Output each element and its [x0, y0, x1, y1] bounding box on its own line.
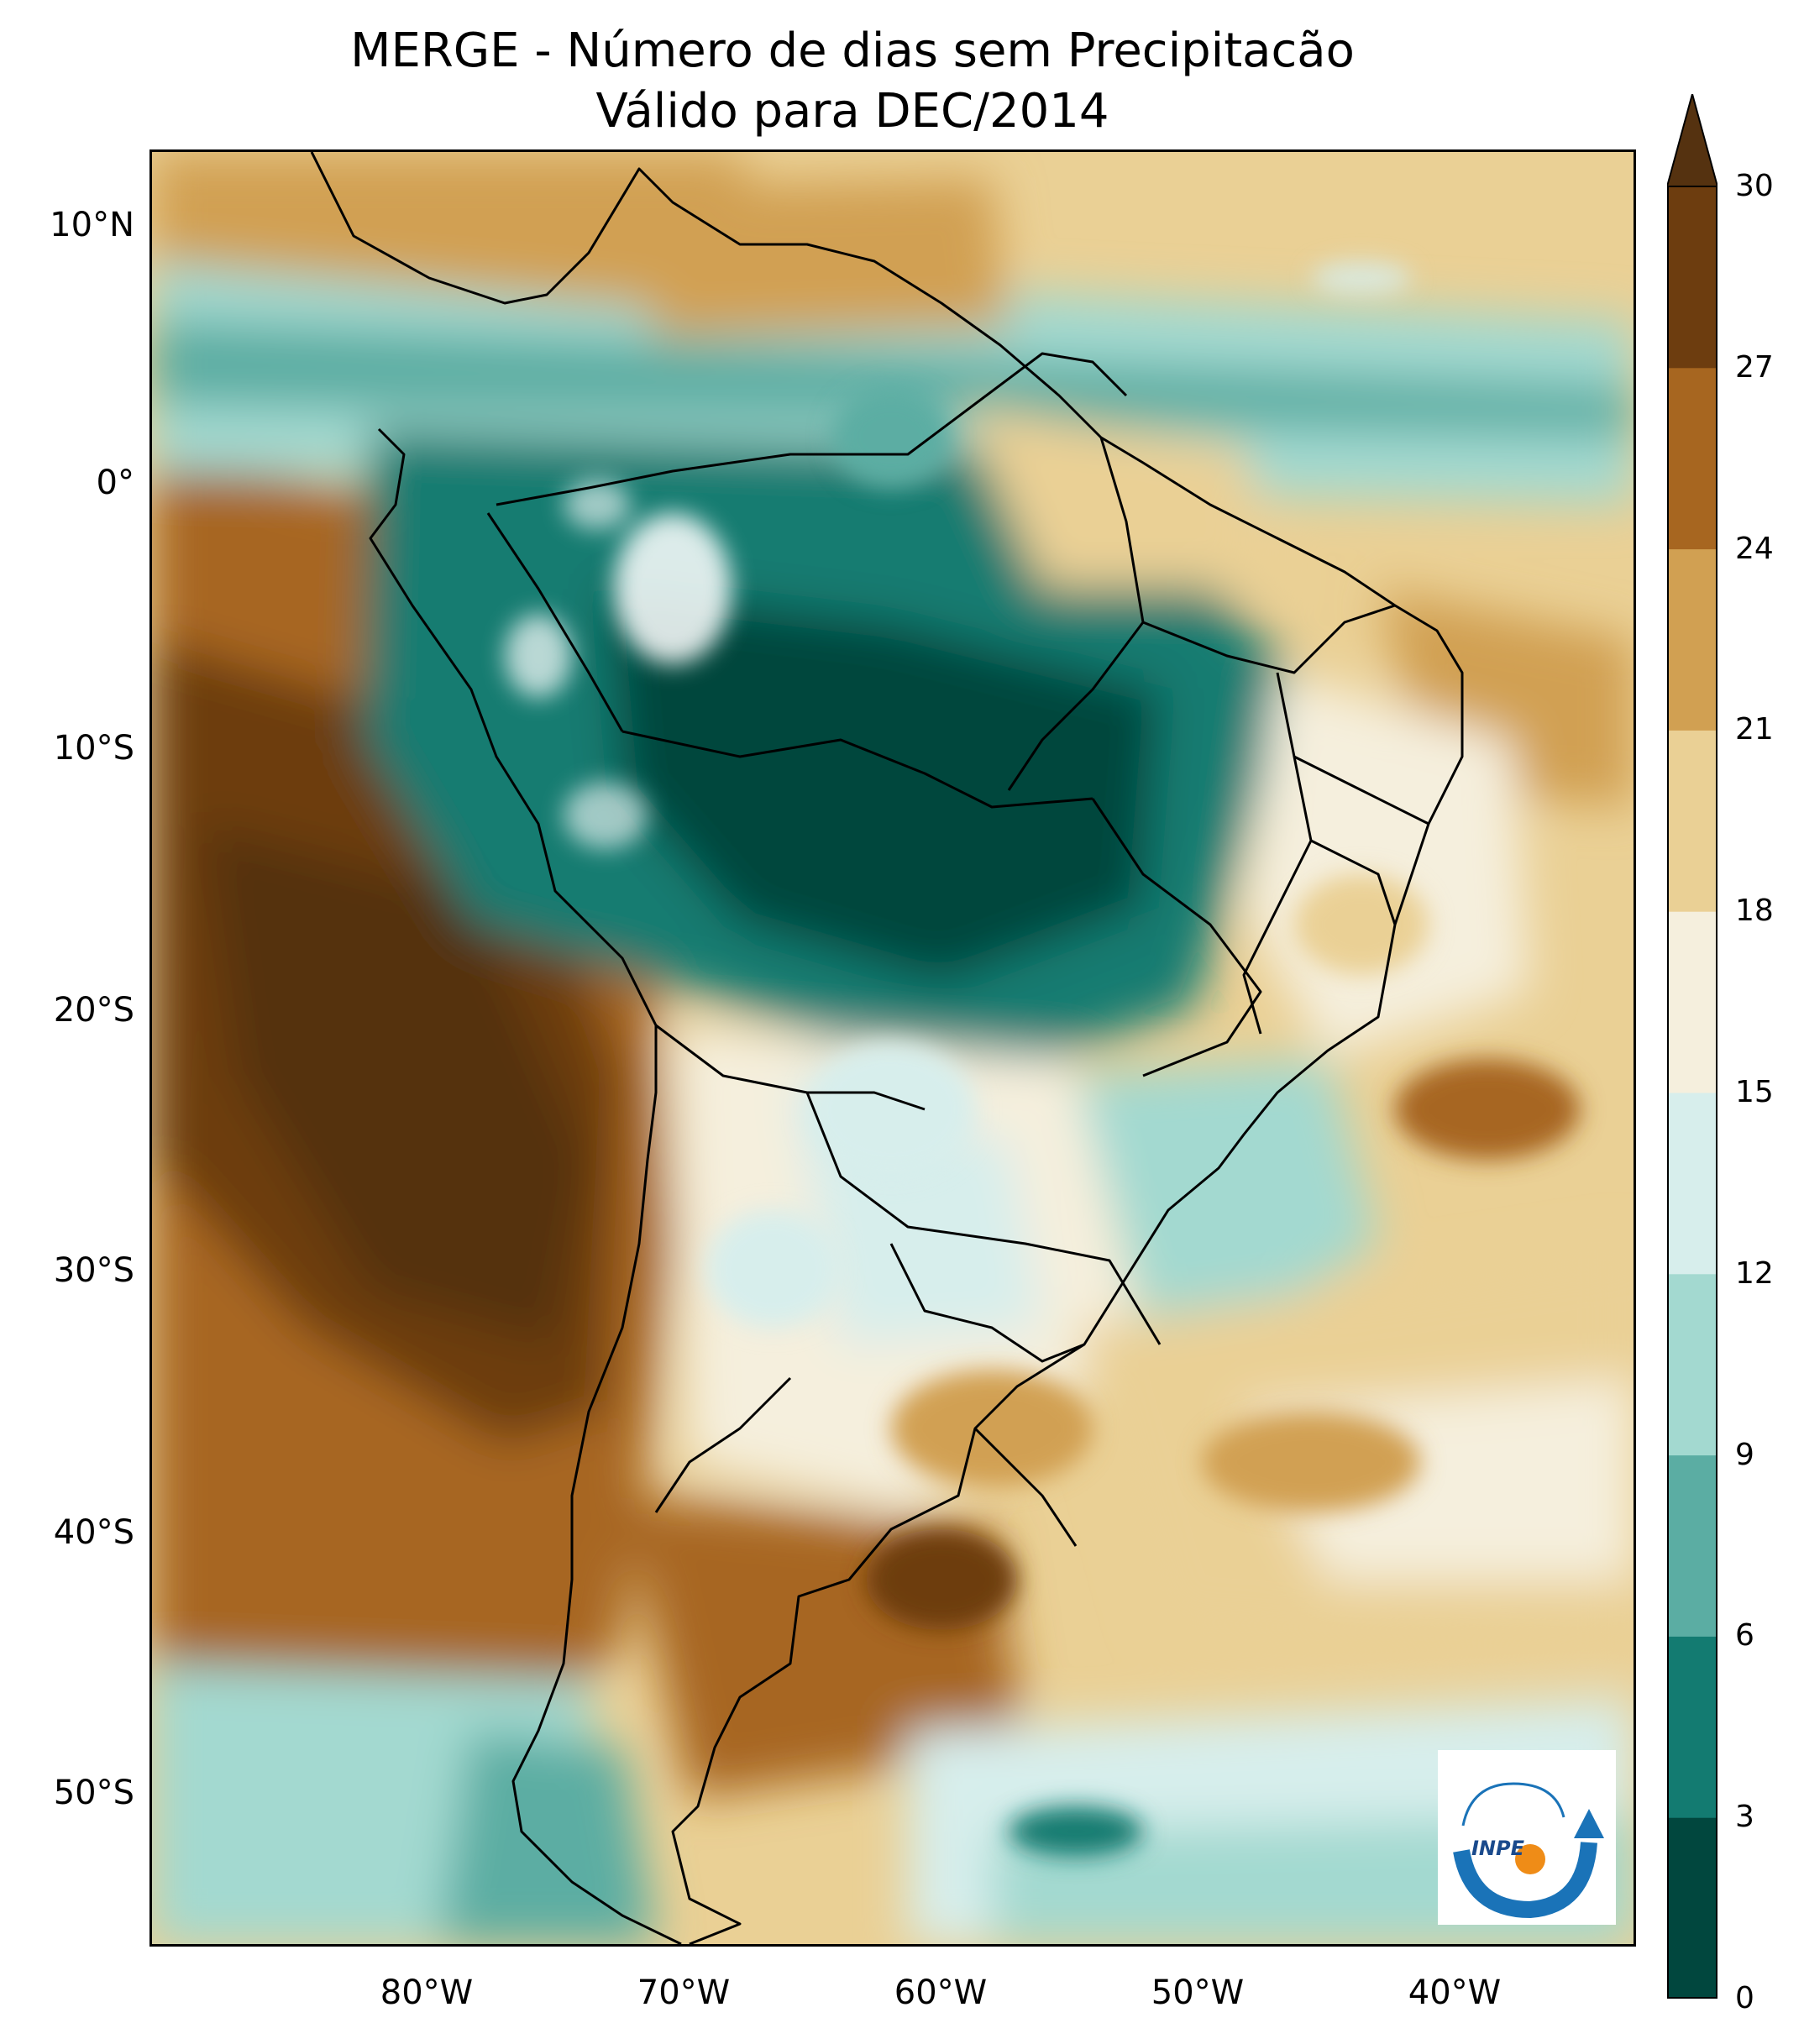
logo-dot	[1515, 1844, 1545, 1874]
lon-tick-label: 50°W	[1151, 1973, 1245, 2012]
lon-tick-label: 80°W	[380, 1973, 474, 2012]
lat-tick-label: 30°S	[53, 1251, 134, 1290]
colorbar-outline	[1667, 186, 1717, 1999]
lon-tick-label: 60°W	[894, 1973, 988, 2012]
colorbar-extend-arrow	[1667, 94, 1717, 187]
logo-arc-thick	[1453, 1842, 1597, 1919]
colorbar-tick-label: 27	[1735, 349, 1774, 385]
colorbar-segment	[1667, 1273, 1717, 1456]
colorbar-segment	[1667, 911, 1717, 1093]
logo-arc-thin	[1461, 1782, 1565, 1826]
lat-tick-label: 10°N	[50, 206, 134, 244]
colorbar-tick-label: 12	[1735, 1255, 1774, 1291]
inpe-logo-graphic: INPE	[1453, 1782, 1604, 1919]
colorbar	[1667, 94, 1717, 1999]
lat-tick-label: 20°S	[53, 991, 134, 1030]
borders	[310, 152, 1464, 1944]
colorbar-tick-label: 30	[1735, 169, 1774, 203]
colorbar-segment	[1667, 1093, 1717, 1275]
map-panel	[149, 149, 1636, 1947]
colorbar-segment	[1667, 1817, 1717, 1999]
colorbar-tick-label: 15	[1735, 1075, 1774, 1109]
logo-arrow	[1574, 1809, 1604, 1838]
lat-tick-label: 40°S	[53, 1513, 134, 1552]
colorbar-tick-label: 24	[1735, 531, 1774, 566]
colorbar-tick-label: 18	[1735, 894, 1774, 929]
map-title: MERGE - Número de dias sem Precipitacão	[350, 24, 1355, 78]
lat-tick-label: 10°S	[53, 729, 134, 768]
precipitation-map	[152, 152, 1634, 1944]
colorbar-tick-label: 21	[1735, 712, 1774, 747]
lon-tick-label: 70°W	[637, 1973, 731, 2012]
colorbar-segment	[1667, 186, 1717, 369]
lat-tick-label: 0°	[96, 464, 134, 502]
colorbar-segment	[1667, 367, 1717, 550]
colorbar-tick-label: 9	[1735, 1437, 1754, 1472]
lat-tick-label: 50°S	[53, 1774, 134, 1812]
colorbar-tick-label: 6	[1735, 1618, 1754, 1654]
colorbar-tick-label: 0	[1735, 1981, 1754, 2015]
colorbar-segment	[1667, 1454, 1717, 1637]
inpe-logo: INPE	[1438, 1750, 1616, 1925]
precipitation-detail	[505, 261, 1580, 1857]
colorbar-tick-label: 3	[1735, 1800, 1754, 1835]
precipitation-field	[152, 152, 1634, 1944]
colorbar-segment	[1667, 548, 1717, 731]
colorbar-segment	[1667, 1636, 1717, 1818]
logo-text: INPE	[1471, 1837, 1525, 1860]
lon-tick-label: 40°W	[1408, 1973, 1502, 2012]
colorbar-segment	[1667, 730, 1717, 912]
map-subtitle: Válido para DEC/2014	[595, 84, 1109, 139]
